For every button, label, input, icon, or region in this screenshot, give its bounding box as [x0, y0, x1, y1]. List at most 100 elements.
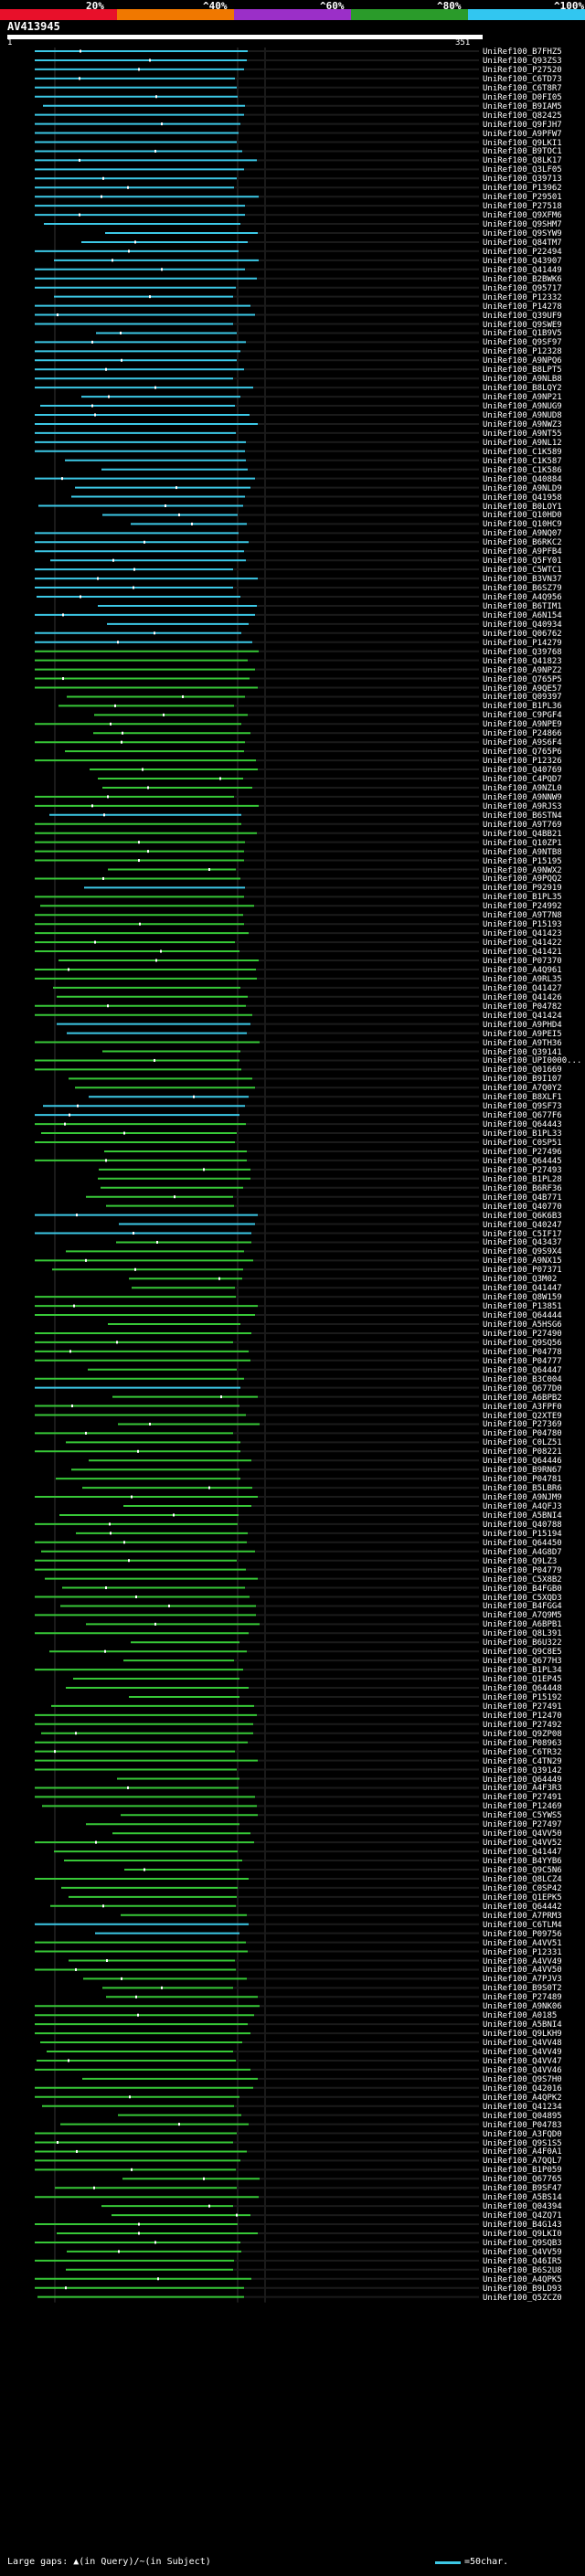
hit-label[interactable]: UniRef100_Q677H3: [483, 1657, 562, 1667]
hit-label[interactable]: UniRef100_Q4VV50: [483, 1829, 562, 1839]
hit-label[interactable]: UniRef100_A9NWX2: [483, 865, 562, 875]
hit-label[interactable]: UniRef100_Q4VV49: [483, 2048, 562, 2057]
hit-label[interactable]: UniRef100_P13962: [483, 184, 562, 194]
hit-label[interactable]: UniRef100_Q9C8E5: [483, 1648, 562, 1658]
hit-label[interactable]: UniRef100_Q765P6: [483, 747, 562, 758]
hit-label[interactable]: UniRef100_B4YYB6: [483, 1857, 562, 1867]
hit-label[interactable]: UniRef100_B8LQY2: [483, 384, 562, 394]
hit-label[interactable]: UniRef100_A4F0A1: [483, 2147, 562, 2157]
hit-label[interactable]: UniRef100_Q93ZS3: [483, 56, 562, 66]
hit-label[interactable]: UniRef100_P04780: [483, 1429, 562, 1439]
hit-label[interactable]: UniRef100_C5YWS5: [483, 1811, 562, 1821]
hit-label[interactable]: UniRef100_P24866: [483, 729, 562, 739]
hit-label[interactable]: UniRef100_B8LPT5: [483, 366, 562, 376]
hit-label[interactable]: UniRef100_UPI0000...: [483, 1056, 582, 1066]
hit-label[interactable]: UniRef100_P13851: [483, 1302, 562, 1312]
hit-label[interactable]: UniRef100_A4QPK5: [483, 2274, 562, 2284]
hit-label[interactable]: UniRef100_Q9SYW9: [483, 229, 562, 239]
hit-label[interactable]: UniRef100_Q64443: [483, 1120, 562, 1130]
hit-label[interactable]: UniRef100_Q41423: [483, 929, 562, 939]
hit-label[interactable]: UniRef100_A7Q9M5: [483, 1611, 562, 1621]
hit-label[interactable]: UniRef100_Q41449: [483, 265, 562, 275]
hit-label[interactable]: UniRef100_B4G143: [483, 2221, 562, 2231]
hit-label[interactable]: UniRef100_P04782: [483, 1002, 562, 1012]
hit-label[interactable]: UniRef100_B4FGG4: [483, 1602, 562, 1612]
hit-label[interactable]: UniRef100_Q41447: [483, 1848, 562, 1858]
hit-label[interactable]: UniRef100_B9S0T2: [483, 1984, 562, 1994]
hit-label[interactable]: UniRef100_C0SP42: [483, 1883, 562, 1893]
hit-label[interactable]: UniRef100_A6BPB1: [483, 1620, 562, 1630]
hit-label[interactable]: UniRef100_B6U322: [483, 1638, 562, 1648]
hit-label[interactable]: UniRef100_P04783: [483, 2120, 562, 2130]
hit-label[interactable]: UniRef100_P24992: [483, 902, 562, 912]
hit-label[interactable]: UniRef100_Q1B9V5: [483, 329, 562, 339]
hit-label[interactable]: UniRef100_Q9S9X4: [483, 1247, 562, 1257]
hit-label[interactable]: UniRef100_A4VV51: [483, 1938, 562, 1948]
hit-label[interactable]: UniRef100_Q40247: [483, 1220, 562, 1230]
hit-label[interactable]: UniRef100_A9PQQ2: [483, 875, 562, 885]
hit-label[interactable]: UniRef100_A7QQL7: [483, 2157, 562, 2167]
hit-label[interactable]: UniRef100_A7PJV3: [483, 1975, 562, 1985]
hit-label[interactable]: UniRef100_P29501: [483, 193, 562, 203]
hit-label[interactable]: UniRef100_Q41421: [483, 948, 562, 958]
hit-label[interactable]: UniRef100_P27491: [483, 1793, 562, 1803]
hit-label[interactable]: UniRef100_Q9SF97: [483, 338, 562, 348]
hit-label[interactable]: UniRef100_Q10HD0: [483, 511, 562, 521]
hit-label[interactable]: UniRef100_Q8W159: [483, 1293, 562, 1303]
hit-label[interactable]: UniRef100_P04777: [483, 1356, 562, 1366]
hit-label[interactable]: UniRef100_P27497: [483, 1820, 562, 1830]
hit-label[interactable]: UniRef100_A9NK06: [483, 2002, 562, 2012]
hit-label[interactable]: UniRef100_Q64449: [483, 1775, 562, 1785]
hit-label[interactable]: UniRef100_Q9LZ3: [483, 1556, 558, 1566]
hit-label[interactable]: UniRef100_Q40788: [483, 1520, 562, 1530]
hit-label[interactable]: UniRef100_B1PL36: [483, 702, 562, 712]
hit-label[interactable]: UniRef100_Q8LCZ4: [483, 1874, 562, 1884]
hit-label[interactable]: UniRef100_P27490: [483, 1329, 562, 1339]
hit-label[interactable]: UniRef100_C6TLM4: [483, 1920, 562, 1930]
hit-label[interactable]: UniRef100_A9PHD4: [483, 1020, 562, 1030]
hit-label[interactable]: UniRef100_C9PGF4: [483, 711, 562, 721]
hit-label[interactable]: UniRef100_B9RN67: [483, 1466, 562, 1476]
hit-label[interactable]: UniRef100_C0SP51: [483, 1139, 562, 1148]
hit-label[interactable]: UniRef100_P27518: [483, 202, 562, 212]
hit-label[interactable]: UniRef100_Q8LK17: [483, 156, 562, 166]
hit-label[interactable]: UniRef100_C6TD73: [483, 74, 562, 84]
hit-label[interactable]: UniRef100_C5X8B2: [483, 1574, 562, 1585]
hit-label[interactable]: UniRef100_A9NT55: [483, 429, 562, 439]
hit-label[interactable]: UniRef100_Q41426: [483, 992, 562, 1002]
hit-label[interactable]: UniRef100_Q5FY01: [483, 557, 562, 567]
hit-label[interactable]: UniRef100_A4QPK2: [483, 2093, 562, 2103]
hit-label[interactable]: UniRef100_A9NUG9: [483, 402, 562, 412]
hit-label[interactable]: UniRef100_A9NJM9: [483, 1493, 562, 1503]
hit-label[interactable]: UniRef100_Q09397: [483, 693, 562, 703]
hit-label[interactable]: UniRef100_A9PFB4: [483, 547, 562, 557]
hit-label[interactable]: UniRef100_Q3M02: [483, 1275, 558, 1285]
hit-label[interactable]: UniRef100_C1K589: [483, 447, 562, 457]
hit-label[interactable]: UniRef100_Q765P5: [483, 674, 562, 684]
hit-label[interactable]: UniRef100_C4PQD7: [483, 775, 562, 784]
hit-label[interactable]: UniRef100_B9LD93: [483, 2284, 562, 2294]
hit-label[interactable]: UniRef100_Q9SQ56: [483, 1338, 562, 1348]
hit-label[interactable]: UniRef100_C1K587: [483, 456, 562, 466]
hit-label[interactable]: UniRef100_Q01669: [483, 1065, 562, 1076]
hit-label[interactable]: UniRef100_Q9LKI1: [483, 138, 562, 148]
hit-label[interactable]: UniRef100_A9NLB8: [483, 375, 562, 385]
hit-label[interactable]: UniRef100_A9PEI5: [483, 1029, 562, 1039]
hit-label[interactable]: UniRef100_P04778: [483, 1347, 562, 1357]
hit-label[interactable]: UniRef100_B8XLF1: [483, 1093, 562, 1103]
hit-label[interactable]: UniRef100_Q41823: [483, 656, 562, 666]
hit-label[interactable]: UniRef100_A9NX15: [483, 1256, 562, 1267]
hit-label[interactable]: UniRef100_Q3LF05: [483, 165, 562, 175]
hit-label[interactable]: UniRef100_P08963: [483, 1738, 562, 1748]
hit-label[interactable]: UniRef100_Q9SWE9: [483, 320, 562, 330]
hit-label[interactable]: UniRef100_Q41958: [483, 493, 562, 503]
hit-label[interactable]: UniRef100_B6S2U8: [483, 2265, 562, 2275]
hit-label[interactable]: UniRef100_B6RF36: [483, 1183, 562, 1193]
hit-label[interactable]: UniRef100_A7PRM3: [483, 1911, 562, 1921]
hit-label[interactable]: UniRef100_Q42016: [483, 2083, 562, 2094]
hit-label[interactable]: UniRef100_Q04394: [483, 2202, 562, 2212]
hit-label[interactable]: UniRef100_B1PL35: [483, 893, 562, 903]
hit-label[interactable]: UniRef100_A9QE57: [483, 684, 562, 694]
hit-label[interactable]: UniRef100_A9NPQ6: [483, 356, 562, 366]
hit-label[interactable]: UniRef100_Q4VV59: [483, 2247, 562, 2257]
